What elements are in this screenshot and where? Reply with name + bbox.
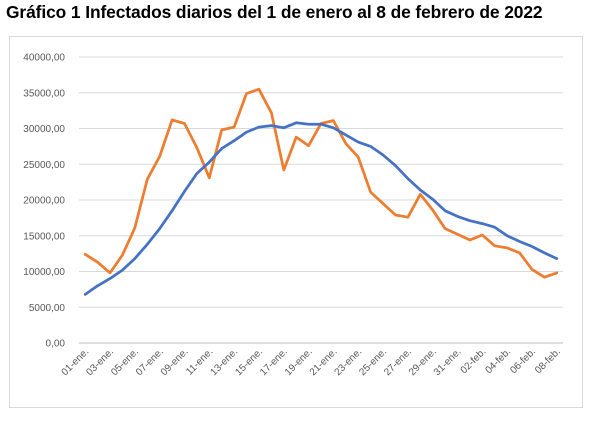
y-tick-label: 30000,00: [23, 124, 65, 135]
series-lines: [83, 87, 559, 296]
x-tick-label: 04-feb.: [483, 346, 513, 376]
y-axis-ticks: 0,00 5000,00 10000,00 15000,00 20000,00 25000…: [23, 53, 65, 350]
gridlines: [79, 56, 563, 344]
x-tick-label: 31-ene.: [432, 346, 464, 378]
x-tick-label: 06-feb.: [508, 346, 538, 376]
y-tick-label: 40000,00: [23, 53, 65, 64]
y-tick-label: 10000,00: [23, 267, 65, 278]
series-line-blue: [83, 121, 559, 296]
x-axis: 01-ene.03-ene.05-ene.07-ene.09-ene.11-en…: [60, 346, 563, 378]
chart-area: [9, 36, 583, 408]
chart-title: Gráfico 1 Infectados diarios del 1 de en…: [6, 2, 543, 22]
y-tick-label: 0,00: [46, 339, 66, 350]
x-tick-label: 02-feb.: [459, 346, 489, 376]
y-tick-label: 35000,00: [23, 88, 65, 99]
y-tick-label: 20000,00: [23, 196, 65, 207]
y-tick-label: 25000,00: [23, 160, 65, 171]
x-tick-label: 08-feb.: [533, 346, 563, 376]
x-tick-label: 09-ene.: [159, 346, 191, 378]
y-tick-label: 5000,00: [29, 303, 66, 314]
series-line-orange: [83, 87, 559, 279]
y-tick-label: 15000,00: [23, 231, 65, 242]
